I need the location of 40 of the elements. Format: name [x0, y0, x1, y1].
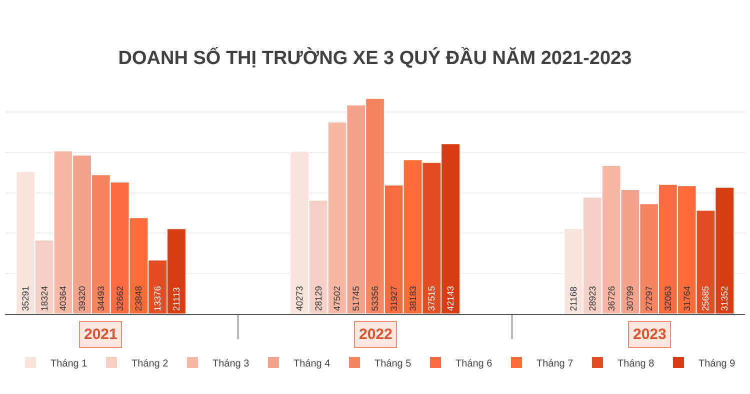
data-label: 37515: [426, 286, 437, 311]
data-label: 53356: [370, 286, 380, 311]
data-label: 42143: [446, 286, 456, 311]
data-label: 32063: [662, 286, 673, 311]
data-label: 35291: [20, 286, 30, 311]
data-label: 18324: [39, 286, 50, 311]
x-tick-label: 2021: [84, 326, 118, 343]
legend-label: Tháng 6: [456, 358, 493, 370]
legend-label: Tháng 4: [294, 358, 331, 370]
data-label: 47502: [332, 286, 342, 311]
legend-label: Tháng 7: [536, 358, 574, 370]
legend-label: Tháng 5: [374, 358, 412, 370]
data-label: 21168: [568, 286, 579, 311]
data-label: 40364: [58, 286, 68, 311]
legend-label: Tháng 9: [698, 358, 736, 370]
data-label: 38183: [408, 286, 418, 311]
x-tick-label: 2023: [633, 326, 666, 343]
data-label: 39320: [77, 286, 88, 311]
data-label: 31927: [388, 286, 399, 311]
data-label: 40273: [294, 286, 304, 311]
data-label: 51745: [351, 286, 362, 311]
legend-label: Tháng 2: [132, 358, 169, 370]
legend-label: Tháng 8: [618, 358, 655, 370]
chart-title: DOANH SỐ THỊ TRƯỜNG XE 3 QUÝ ĐẦU NĂM 2021-2023: [118, 46, 632, 69]
data-label: 28923: [587, 286, 598, 311]
data-label: 31764: [682, 286, 692, 311]
data-label: 32662: [114, 286, 125, 311]
data-label: 30799: [625, 286, 636, 311]
x-tick-label: 2022: [359, 326, 392, 343]
data-label: 13376: [152, 286, 163, 311]
data-label: 25685: [700, 286, 711, 311]
data-label: 28129: [313, 286, 324, 311]
data-label: 27297: [644, 286, 654, 311]
legend-label: Tháng 3: [212, 358, 250, 370]
data-label: 23848: [134, 286, 144, 311]
data-label: 21113: [171, 287, 182, 311]
legend-label: Tháng 1: [50, 358, 88, 370]
data-label: 31352: [720, 286, 730, 311]
data-label: 34493: [96, 286, 106, 311]
data-label: 36726: [606, 286, 616, 311]
